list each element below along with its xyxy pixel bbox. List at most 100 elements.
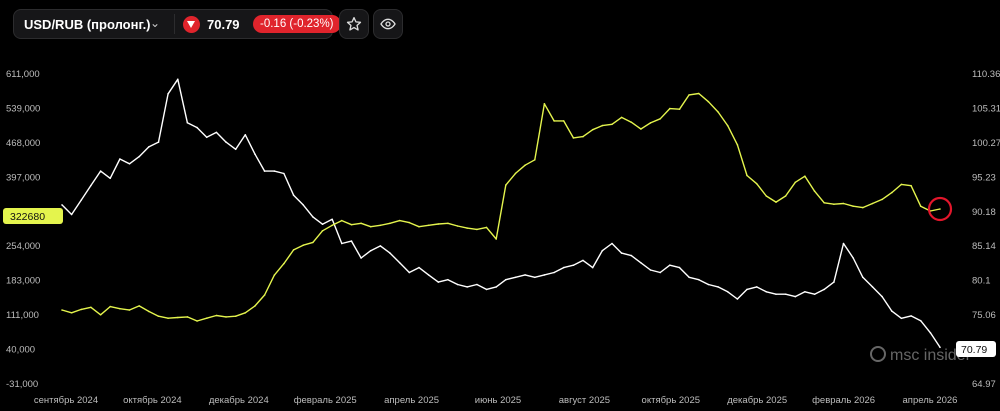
x-tick-label: апрель 2026 (903, 395, 958, 406)
series-white-point (553, 271, 555, 274)
series-white-point (736, 298, 739, 300)
series-white-point (437, 281, 440, 283)
series-white-point (273, 170, 276, 172)
series-white-point (755, 286, 758, 288)
y-right-tick-label: 85.14 (972, 241, 996, 252)
series-yellow-point (784, 195, 787, 197)
series-yellow-point (408, 221, 411, 224)
series-white-point (611, 242, 613, 245)
x-tick-label: октябрь 2025 (642, 395, 701, 406)
y-left-tick-label: 40,000 (6, 345, 35, 356)
y-left-tick-label: 611,000 (6, 69, 40, 80)
series-yellow-point (823, 202, 825, 204)
series-yellow-point (871, 202, 874, 205)
series-yellow-point (205, 317, 208, 320)
series-white-point (688, 276, 690, 279)
series-white-point (862, 276, 864, 279)
series-yellow-point (939, 208, 941, 210)
series-white-point (350, 240, 353, 242)
series-yellow-point (707, 100, 710, 103)
series-white-point (852, 257, 854, 259)
series-white-point (505, 278, 507, 281)
series-yellow-point (389, 222, 391, 225)
series-white-point (562, 266, 565, 269)
series-yellow-point (331, 224, 334, 227)
series-white-point (659, 271, 661, 274)
series-yellow-point (919, 205, 922, 207)
watermark-text: msc insider (890, 347, 972, 364)
series-white-point (891, 310, 893, 312)
series-white-point (196, 126, 198, 129)
series-yellow-point (833, 203, 835, 205)
series-white-point (321, 223, 324, 225)
series-white-point (167, 93, 169, 95)
series-yellow-point (505, 184, 507, 186)
series-yellow-point (312, 241, 314, 244)
series-yellow-point (292, 249, 295, 251)
arrow-down-icon (183, 16, 200, 33)
series-yellow-point (813, 190, 816, 192)
series-yellow-point (900, 183, 903, 186)
series-white-point (900, 317, 903, 320)
series-white-point (244, 134, 247, 136)
y-right-tick-label: 110.36 (972, 69, 1000, 80)
x-tick-label: июнь 2025 (475, 395, 521, 406)
series-yellow-point (495, 238, 498, 240)
series-yellow-point (167, 317, 169, 320)
watch-button[interactable] (373, 9, 403, 39)
series-yellow-point (254, 305, 256, 307)
series-white-point (514, 276, 517, 279)
y-left-tick-label: -31,000 (6, 379, 38, 390)
series-yellow-point (582, 135, 584, 138)
series-yellow-point (669, 107, 671, 110)
series-white-point (389, 252, 391, 254)
series-white-point (61, 204, 63, 206)
series-white-point (254, 153, 256, 155)
y-right-tick-label: 105.31 (972, 103, 1000, 114)
last-value-badge-left (3, 208, 63, 224)
series-white-point (119, 158, 121, 160)
series-white-point (225, 141, 227, 143)
series-white-point (543, 274, 546, 276)
series-white-point (495, 286, 498, 288)
series-yellow-point (881, 198, 883, 201)
series-yellow-point (534, 159, 536, 161)
series-white-point (418, 266, 420, 269)
series-line-white (61, 78, 941, 348)
series-yellow-point (225, 316, 227, 318)
series-yellow-point (70, 312, 73, 314)
series-white-point (177, 78, 179, 81)
symbol-selector[interactable]: USD/RUB (пролонг.) ⌄ 70.79 -0.16 (-0.23%… (13, 9, 341, 39)
series-white-point (620, 252, 623, 254)
series-white-point (717, 286, 719, 288)
star-icon (346, 17, 362, 31)
series-white-point (466, 286, 469, 288)
series-yellow-point (302, 244, 305, 246)
series-white-point (524, 274, 526, 276)
series-white-point (90, 184, 92, 187)
y-right-tick-label: 75.06 (972, 310, 996, 321)
symbol-name: USD/RUB (пролонг.) (24, 17, 151, 32)
series-yellow-point (283, 262, 285, 265)
series-yellow-point (350, 223, 353, 226)
series-white-point (80, 199, 83, 201)
series-white-point (910, 315, 912, 317)
series-yellow-point (659, 118, 661, 120)
x-tick-label: сентябрь 2024 (34, 395, 98, 406)
divider (174, 14, 175, 34)
series-white-point (215, 131, 218, 134)
x-tick-label: декабрь 2025 (727, 395, 787, 406)
series-yellow-point (601, 124, 604, 127)
price-change-badge: -0.16 (-0.23%) (253, 15, 341, 33)
series-yellow-point (755, 182, 758, 185)
last-value-badge-right (956, 341, 996, 357)
favorite-button[interactable] (339, 9, 369, 39)
series-yellow-point (321, 230, 324, 232)
last-value-left: 322680 (10, 211, 45, 223)
x-tick-label: февраль 2026 (812, 395, 875, 406)
series-yellow-point (611, 123, 613, 126)
x-tick-label: апрель 2025 (384, 395, 439, 406)
series-white-point (205, 136, 208, 139)
chevron-down-icon[interactable]: ⌄ (150, 16, 161, 30)
y-left-tick-label: 539,000 (6, 103, 40, 114)
